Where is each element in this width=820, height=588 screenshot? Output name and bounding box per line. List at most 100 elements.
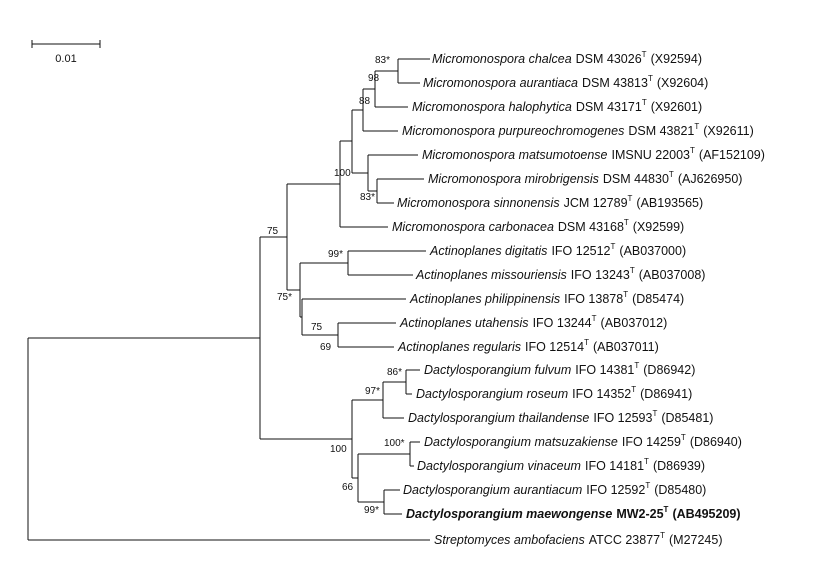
species-name: Micromonospora halophytica (412, 100, 572, 114)
species-name: Dactylosporangium aurantiacum (403, 483, 582, 497)
species-name: Micromonospora purpureochromogenes (402, 124, 624, 138)
type-mark: T (664, 505, 669, 514)
strain: IFO 13243 (571, 268, 630, 282)
species-name: Dactylosporangium matsuzakiense (424, 435, 618, 449)
bootstrap-value: 69 (320, 342, 332, 353)
bootstrap-value: 75 (311, 322, 323, 333)
species-name: Dactylosporangium fulvum (424, 363, 571, 377)
accession: (AB037011) (593, 340, 659, 354)
bootstrap-value: 100* (384, 438, 405, 449)
taxon-label: Micromonospora matsumotoense IMSNU 22003T… (422, 146, 765, 162)
accession: (D86941) (640, 387, 692, 401)
taxon-label: Dactylosporangium matsuzakiense IFO 14259… (424, 433, 742, 449)
accession: (X92604) (657, 76, 708, 90)
species-name: Micromonospora carbonacea (392, 220, 554, 234)
accession: (D85480) (654, 483, 706, 497)
type-mark: T (648, 74, 653, 83)
strain: IFO 12512 (551, 244, 610, 258)
strain: DSM 43026 (576, 52, 642, 66)
species-name: Micromonospora mirobrigensis (428, 172, 599, 186)
taxon-label: Dactylosporangium thailandense IFO 12593T… (408, 409, 713, 425)
strain: IFO 12592 (586, 483, 645, 497)
type-mark: T (652, 409, 657, 418)
strain: IFO 14352 (572, 387, 631, 401)
type-mark: T (634, 361, 639, 370)
accession: (D86942) (643, 363, 695, 377)
bootstrap-value: 83* (375, 55, 390, 66)
accession: (M27245) (669, 533, 723, 547)
strain: DSM 43171 (576, 100, 642, 114)
accession: (X92601) (651, 100, 702, 114)
accession: (D85481) (661, 411, 713, 425)
accession: (AB495209) (672, 507, 740, 521)
bootstrap-value: 75* (277, 292, 292, 303)
accession: (X92594) (651, 52, 702, 66)
species-name: Actinoplanes utahensis (399, 316, 529, 330)
type-mark: T (584, 338, 589, 347)
type-mark: T (681, 433, 686, 442)
type-mark: T (642, 98, 647, 107)
strain: IFO 13244 (533, 316, 592, 330)
strain: DSM 43813 (582, 76, 648, 90)
taxon-label: Actinoplanes missouriensis IFO 13243T (AB0… (415, 266, 705, 282)
type-mark: T (623, 290, 628, 299)
bootstrap-value: 99* (364, 505, 379, 516)
taxon-label: Dactylosporangium fulvum IFO 14381T (D8694… (424, 361, 695, 377)
accession: (X92599) (633, 220, 684, 234)
accession: (AB037000) (619, 244, 686, 258)
taxon-label: Micromonospora mirobrigensis DSM 44830T (A… (428, 170, 742, 186)
accession: (AB193565) (636, 196, 703, 210)
taxon-label: Micromonospora chalcea DSM 43026T (X92594) (432, 50, 702, 66)
strain: DSM 43168 (558, 220, 624, 234)
strain: IMSNU 22003 (612, 148, 691, 162)
accession: (AJ626950) (678, 172, 743, 186)
species-name: Micromonospora aurantiaca (423, 76, 578, 90)
accession: (AB037008) (639, 268, 706, 282)
type-mark: T (644, 457, 649, 466)
type-mark: T (642, 50, 647, 59)
species-name: Actinoplanes philippinensis (409, 292, 560, 306)
type-mark: T (660, 531, 665, 540)
type-mark: T (624, 218, 629, 227)
type-mark: T (628, 194, 633, 203)
strain: IFO 14381 (575, 363, 634, 377)
bootstrap-value: 88 (359, 96, 371, 107)
species-name: Actinoplanes missouriensis (415, 268, 567, 282)
bootstrap-value: 99* (328, 249, 343, 260)
taxon-label: Dactylosporangium roseum IFO 14352T (D8694… (416, 385, 692, 401)
species-name: Micromonospora sinnonensis (397, 196, 560, 210)
strain: IFO 12514 (525, 340, 584, 354)
taxon-label: Streptomyces ambofaciens ATCC 23877T (M272… (434, 531, 723, 547)
taxon-label: Micromonospora halophytica DSM 43171T (X92… (412, 98, 702, 114)
species-name: Actinoplanes digitatis (429, 244, 547, 258)
bootstrap-value: 97* (365, 386, 380, 397)
species-name: Dactylosporangium thailandense (408, 411, 589, 425)
bootstrap-value: 100 (330, 444, 347, 455)
strain: MW2-25 (616, 507, 663, 521)
accession: (D86940) (690, 435, 742, 449)
species-name: Micromonospora matsumotoense (422, 148, 608, 162)
strain: IFO 14181 (585, 459, 644, 473)
bootstrap-value: 98 (368, 73, 380, 84)
accession: (AF152109) (699, 148, 765, 162)
strain: DSM 44830 (603, 172, 669, 186)
taxon-label: Micromonospora carbonacea DSM 43168T (X925… (392, 218, 684, 234)
species-name: Dactylosporangium roseum (416, 387, 568, 401)
accession: (AB037012) (601, 316, 668, 330)
strain: DSM 43821 (628, 124, 694, 138)
type-mark: T (694, 122, 699, 131)
strain: JCM 12789 (564, 196, 628, 210)
species-name: Micromonospora chalcea (432, 52, 572, 66)
species-name: Dactylosporangium vinaceum (417, 459, 581, 473)
taxon-label: Actinoplanes utahensis IFO 13244T (AB03701… (399, 314, 667, 330)
taxon-label: Actinoplanes regularis IFO 12514T (AB03701… (397, 338, 659, 354)
accession: (D85474) (632, 292, 684, 306)
type-mark: T (630, 266, 635, 275)
bootstrap-value: 66 (342, 482, 354, 493)
taxon-label: Micromonospora purpureochromogenes DSM 43… (402, 122, 754, 138)
bootstrap-value: 100 (334, 168, 351, 179)
bootstrap-value: 83* (360, 192, 375, 203)
accession: (D86939) (653, 459, 705, 473)
type-mark: T (631, 385, 636, 394)
